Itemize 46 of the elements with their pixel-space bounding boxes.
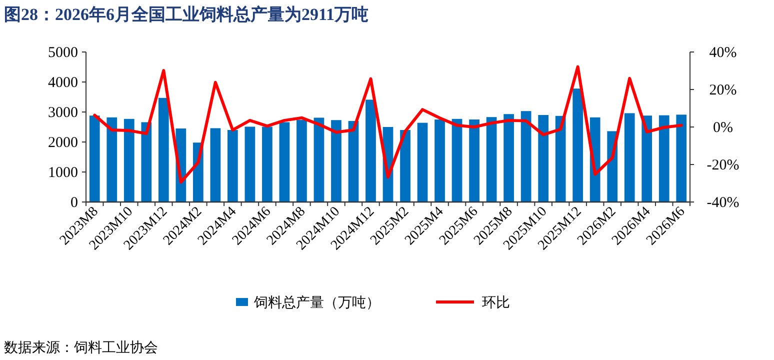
y-tick-label: 4000 <box>48 75 78 91</box>
bar <box>296 120 307 202</box>
bar <box>658 115 670 202</box>
bar <box>331 120 342 202</box>
bar <box>504 114 514 202</box>
y2-tick-label: -40% <box>706 195 740 211</box>
y2-tick-label: 20% <box>709 82 737 98</box>
bar <box>538 115 548 202</box>
bar <box>279 122 290 202</box>
y-tick-label: 3000 <box>48 105 78 121</box>
bar <box>106 117 118 202</box>
y-tick-label: 5000 <box>48 45 78 61</box>
y-tick-label: 0 <box>70 195 78 211</box>
line-series <box>93 65 683 184</box>
bar <box>676 114 687 202</box>
bar <box>624 113 635 202</box>
y2-tick-label: -20% <box>706 158 740 174</box>
bar <box>366 100 376 202</box>
bar <box>228 130 238 202</box>
bar <box>520 111 532 202</box>
bar <box>572 88 584 202</box>
y-tick-label: 1000 <box>48 165 78 181</box>
bar <box>89 116 100 202</box>
y2-tick-label: 40% <box>709 45 737 61</box>
bar <box>486 117 497 202</box>
bar <box>244 126 256 202</box>
chart-title: 图28：2026年6月全国工业饲料总产量为2911万吨 <box>4 5 369 24</box>
bar <box>124 118 134 202</box>
bar <box>469 120 480 202</box>
bar <box>314 118 324 202</box>
bar <box>555 116 566 202</box>
bar <box>210 128 221 202</box>
legend-label: 环比 <box>482 295 510 311</box>
source-note: 数据来源：饲料工业协会 <box>4 340 158 356</box>
bar <box>642 116 652 202</box>
bar <box>348 121 359 202</box>
bar <box>434 120 445 202</box>
legend-label: 饲料总产量（万吨） <box>253 295 380 311</box>
bar <box>141 122 152 202</box>
y2-tick-label: 0% <box>713 120 733 136</box>
y-tick-label: 2000 <box>48 135 78 151</box>
bar <box>400 130 410 202</box>
bar <box>417 122 428 202</box>
bar <box>262 126 272 202</box>
bar <box>158 98 169 202</box>
bar <box>452 118 462 202</box>
